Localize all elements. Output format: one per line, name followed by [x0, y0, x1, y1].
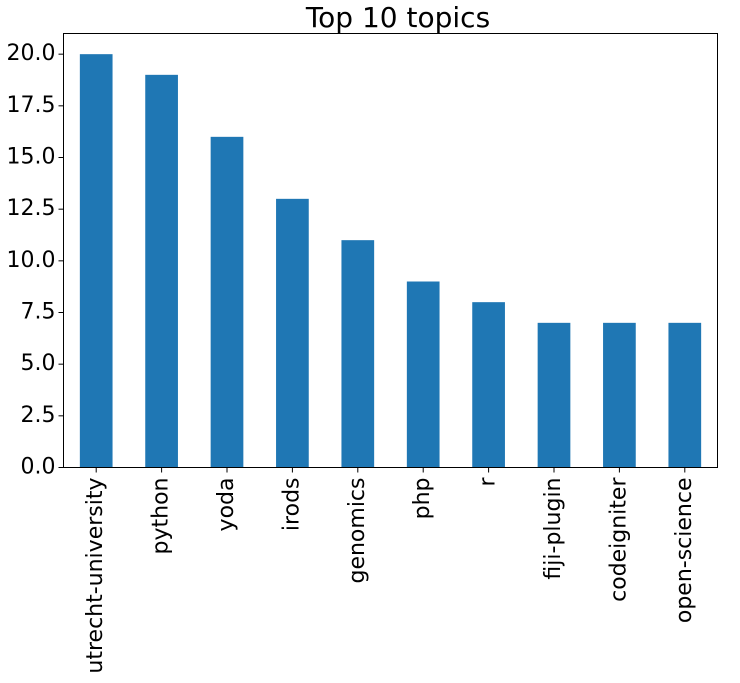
x-tick-label: r	[476, 477, 501, 487]
axes-layer: utrecht-university python yoda irods genomic…	[7, 41, 697, 673]
y-tick-label: 12.5	[7, 196, 56, 221]
y-tick-label: 10.0	[7, 248, 56, 273]
plot-frame	[63, 33, 718, 468]
chart-title: Top 10 topics	[305, 1, 490, 34]
y-tick-label: 15.0	[7, 145, 56, 170]
bars-layer	[79, 54, 702, 468]
x-tick-label: open-science	[672, 478, 697, 624]
bar-codeigniter	[603, 322, 636, 468]
y-tick-label: 7.5	[21, 300, 56, 325]
bar-open-science	[668, 322, 702, 468]
x-tick-label: irods	[279, 478, 304, 532]
bar-r	[472, 302, 505, 468]
x-tick-label: yoda	[214, 478, 239, 532]
x-tick-label: python	[149, 478, 174, 555]
bar-php	[406, 281, 440, 468]
bar-irods	[276, 198, 309, 468]
bar-yoda	[210, 136, 244, 468]
bar-python	[145, 74, 178, 468]
bar-utrecht-university	[79, 54, 113, 468]
bar-genomics	[341, 240, 375, 468]
y-tick-label: 20.0	[7, 41, 56, 66]
y-tick-label: 2.5	[21, 403, 56, 428]
x-tick-label: genomics	[345, 478, 370, 584]
bar-fiji-plugin	[537, 322, 571, 468]
y-tick-label: 5.0	[21, 351, 56, 376]
x-tick-label: php	[410, 478, 435, 520]
x-tick-label: codeigniter	[606, 477, 631, 602]
y-tick-label: 0.0	[21, 455, 56, 480]
x-tick-label: fiji-plugin	[541, 478, 566, 580]
x-tick-label: utrecht-university	[83, 478, 108, 674]
y-tick-label: 17.5	[7, 93, 56, 118]
